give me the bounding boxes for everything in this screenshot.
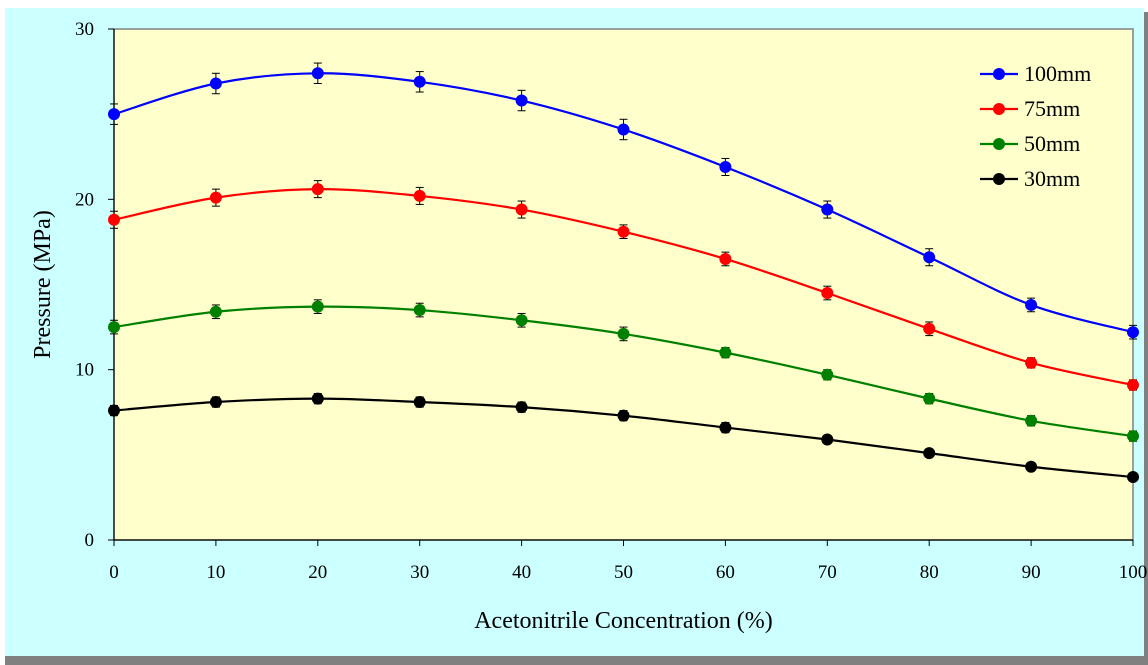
data-point [821, 287, 834, 300]
x-tick-label: 30 [410, 562, 429, 583]
data-point [1127, 470, 1139, 483]
data-point [719, 160, 732, 173]
legend-item-75mm: 75mm [980, 96, 1080, 121]
x-tick-label: 0 [109, 562, 119, 583]
data-point [719, 421, 732, 434]
legend-swatch-marker [993, 173, 1005, 185]
data-point [1127, 326, 1139, 339]
data-point [719, 346, 732, 359]
data-point [821, 203, 834, 216]
legend-item-30mm: 30mm [980, 166, 1080, 191]
y-tick-label: 20 [75, 189, 94, 210]
legend-label: 75mm [1024, 96, 1080, 121]
data-point [209, 191, 222, 204]
data-point [1127, 430, 1139, 443]
legend-swatch-marker [993, 103, 1005, 115]
data-point [413, 75, 426, 88]
x-tick-label: 10 [206, 562, 225, 583]
legend-label: 50mm [1024, 131, 1080, 156]
x-axis-title: Acetonitrile Concentration (%) [474, 608, 773, 634]
frame-shadow-bottom [5, 656, 1148, 665]
legend-swatch-marker [993, 68, 1005, 80]
y-tick-label: 0 [85, 530, 95, 551]
data-point [108, 321, 120, 334]
x-tick-label: 100 [1119, 562, 1148, 583]
data-point [821, 368, 834, 381]
data-point [821, 433, 834, 446]
x-tick-label: 70 [818, 562, 837, 583]
data-point [413, 396, 426, 409]
x-tick-label: 20 [308, 562, 327, 583]
data-point [617, 327, 630, 340]
x-tick-label: 60 [716, 562, 735, 583]
data-point [413, 304, 426, 317]
data-point [1025, 356, 1038, 369]
y-tick-label: 10 [75, 360, 94, 381]
data-point [923, 392, 936, 405]
legend: 100mm 75mm 50mm 30mm [980, 61, 1091, 191]
data-point [515, 203, 528, 216]
data-point [515, 401, 528, 414]
data-point [209, 396, 222, 409]
data-point [515, 314, 528, 327]
x-tick-label: 50 [614, 562, 633, 583]
data-point [209, 77, 222, 90]
data-point [515, 94, 528, 107]
y-axis-title: Pressure (MPa) [30, 210, 56, 359]
data-point [923, 322, 936, 335]
data-point [617, 225, 630, 238]
frame-shadow-right [1144, 12, 1148, 665]
x-tick-label: 90 [1022, 562, 1041, 583]
x-tick-label: 40 [512, 562, 531, 583]
data-point [1127, 378, 1139, 391]
legend-label: 30mm [1024, 166, 1080, 191]
data-point [311, 392, 324, 405]
data-point [209, 305, 222, 318]
series-75mm [108, 180, 1139, 391]
data-point [923, 447, 936, 460]
series-100mm [108, 62, 1139, 340]
data-point [617, 123, 630, 136]
data-point [311, 67, 324, 80]
series-layer [108, 62, 1139, 483]
plot-area [113, 28, 1134, 541]
x-tick-label: 80 [920, 562, 939, 583]
data-point [108, 108, 120, 121]
series-50mm [108, 299, 1139, 443]
data-point [108, 213, 120, 226]
data-point [311, 300, 324, 313]
axes: 0 10 20 30 0 10 20 30 40 50 60 70 80 90 100 [75, 19, 1147, 583]
series-30mm [108, 392, 1139, 483]
data-point [413, 189, 426, 202]
legend-swatch-marker [993, 138, 1005, 150]
data-point [108, 404, 120, 417]
data-point [617, 409, 630, 422]
data-point [1025, 460, 1038, 473]
legend-item-100mm: 100mm [980, 61, 1091, 86]
data-point [1025, 298, 1038, 311]
data-point [311, 183, 324, 196]
legend-label: 100mm [1024, 61, 1091, 86]
data-point [923, 251, 936, 264]
legend-item-50mm: 50mm [980, 131, 1080, 156]
data-point [719, 252, 732, 265]
data-point [1025, 414, 1038, 427]
y-tick-label: 30 [75, 19, 94, 40]
